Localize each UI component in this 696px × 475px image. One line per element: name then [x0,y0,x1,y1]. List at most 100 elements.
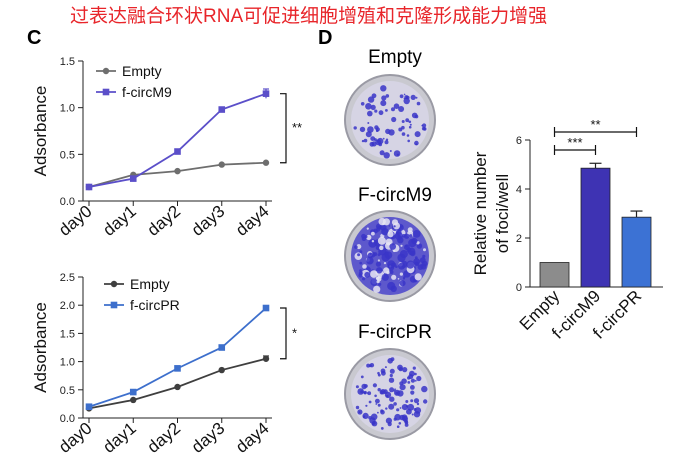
colony [384,391,392,399]
colony [387,231,394,238]
data-point-Empty [174,167,181,175]
colony [358,271,363,276]
colony [357,388,364,395]
colony [416,402,420,406]
colony [366,363,371,368]
legend-label-Empty: Empty [122,63,162,79]
colony [393,389,396,392]
colony [377,388,381,392]
colony [370,270,378,278]
legend-marker-Empty [110,280,118,288]
colony [391,107,395,112]
colony [393,225,396,228]
colony [377,403,381,407]
colony [370,104,376,110]
colony [367,96,375,103]
colony [375,129,379,132]
data-point-f-circM9 [129,175,137,182]
colony [378,282,382,286]
colony [421,126,426,131]
colony [422,254,426,258]
colony [359,126,366,133]
data-point-Empty [262,159,270,166]
colony-pattern [351,217,429,295]
y-axis-label: Adsorbance [31,302,50,393]
colony [371,93,377,99]
colony [381,273,389,281]
colony [421,385,428,393]
colony [367,122,370,124]
colony [410,94,416,100]
colony [376,227,381,232]
colony [367,126,374,133]
colony [380,427,384,430]
colony-pattern [351,355,429,433]
data-point-f-circPR [174,365,181,372]
colony [395,391,399,395]
bar-f-circPR [621,216,652,288]
colony [416,101,421,106]
colony [366,256,374,265]
colony [380,100,387,107]
colony [357,253,361,257]
colony [383,152,390,159]
colony [391,274,397,280]
colony [374,394,377,398]
colony [371,420,378,427]
colony [385,417,392,424]
colony [387,281,396,291]
bar-y-tick-label: 6 [516,135,522,147]
colony [405,118,410,123]
colony [373,285,381,293]
colony [408,125,412,129]
colony [355,405,360,410]
colony [409,123,412,126]
legend-marker-f-circPR [110,301,118,309]
colony [367,252,374,259]
colony [377,236,386,245]
colony [414,273,422,281]
colony [398,422,402,425]
colony [389,396,395,402]
colony [393,103,400,109]
y-tick-label: 1.0 [60,103,75,115]
colony [416,243,423,249]
colony [415,96,418,99]
colony [403,97,406,100]
colony [353,126,357,130]
colony [407,227,413,233]
colony [422,123,427,128]
colony [367,110,373,117]
dish-label-f-circpr: F-circPR [358,322,432,343]
colony [377,371,380,375]
panel-label-d: D [318,27,333,49]
legend-label-f-circPR: f-circPR [130,297,180,313]
data-point-Empty [218,366,225,374]
colony [365,131,372,138]
colony [414,372,417,376]
colony [379,245,384,251]
colony [421,260,428,267]
dish-label-empty: Empty [368,47,422,68]
colony [384,366,387,369]
colony [413,398,420,404]
colony [396,153,399,156]
bar-y-tick-label: 0 [516,282,522,294]
colony [389,150,392,152]
colony [381,95,387,101]
colony [409,250,416,257]
colony [408,374,414,380]
colony [368,400,372,404]
colony [396,425,400,428]
colony [362,277,366,281]
significance-bracket [280,307,287,360]
colony [399,414,405,421]
colony [402,367,408,373]
colony [414,114,419,119]
colony [365,404,368,407]
colony [403,93,406,96]
colony [386,270,390,275]
bar-y-axis-label-line-2: of foci/well [493,174,512,253]
